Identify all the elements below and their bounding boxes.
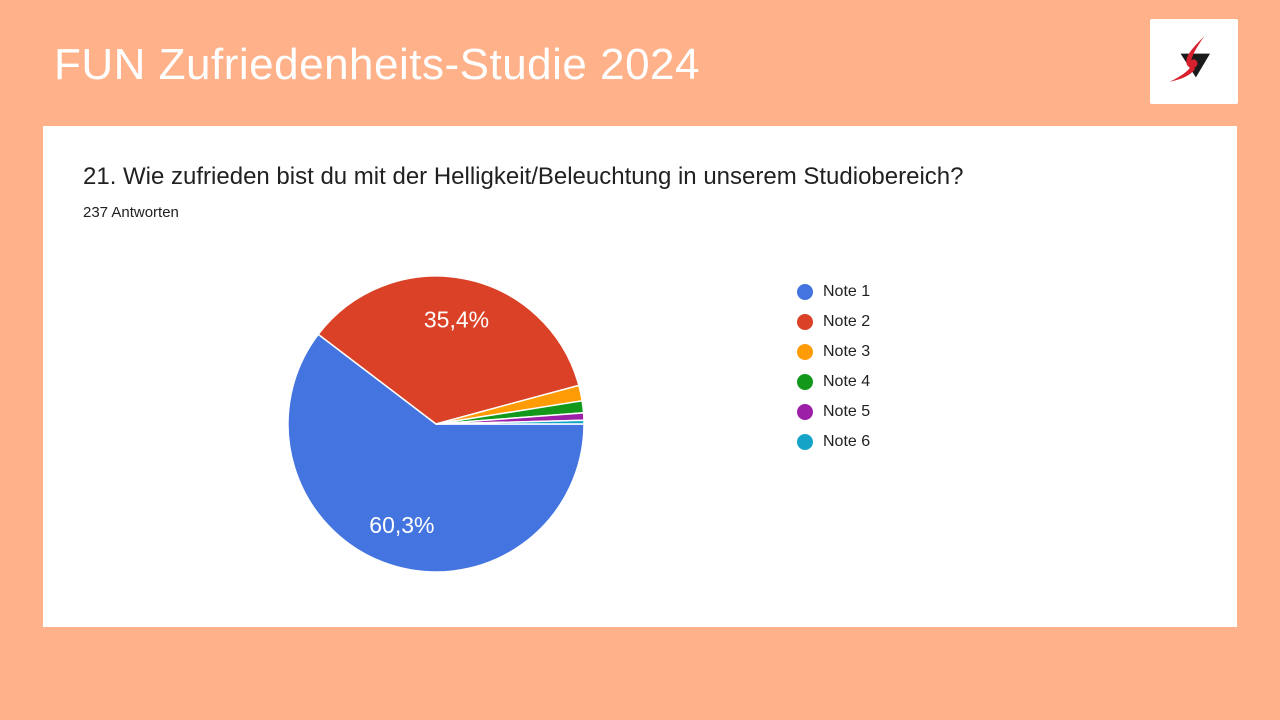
pie-label-note-2: 35,4% [424,306,489,332]
legend-item-note-2: Note 2 [797,313,871,330]
legend-item-note-6: Note 6 [797,433,871,450]
pie-chart: 60,3% 35,4% [276,264,596,584]
legend-item-note-3: Note 3 [797,343,871,360]
legend-item-note-5: Note 5 [797,403,871,420]
legend-item-note-1: Note 1 [797,283,871,300]
result-card: 21. Wie zufrieden bist du mit der Hellig… [43,126,1237,627]
pie-slice-note-1 [287,333,585,573]
pie-chart-svg: 60,3% 35,4% [287,275,585,573]
legend-item-note-4: Note 4 [797,373,871,390]
pie-label-note-1: 60,3% [369,512,434,538]
page-title: FUN Zufriedenheits-Studie 2024 [54,40,700,89]
chart-legend: Note 1 Note 2 Note 3 Note 4 Note 5 Note 6 [797,283,871,464]
logo [1150,19,1238,104]
legend-label: Note 2 [823,313,871,330]
legend-label: Note 4 [823,373,871,390]
question-title: 21. Wie zufrieden bist du mit der Hellig… [83,163,964,190]
answers-count: 237 Antworten [83,204,179,221]
pie-slice-note-6 [435,419,585,425]
legend-swatch-icon [797,314,813,330]
legend-swatch-icon [797,404,813,420]
legend-label: Note 3 [823,343,871,360]
legend-swatch-icon [797,284,813,300]
legend-label: Note 1 [823,283,871,300]
legend-swatch-icon [797,344,813,360]
legend-label: Note 6 [823,433,871,450]
legend-swatch-icon [797,434,813,450]
swoosh-triangle-logo-icon [1169,35,1210,82]
legend-swatch-icon [797,374,813,390]
legend-label: Note 5 [823,403,871,420]
pie-slice-note-2 [317,275,580,425]
